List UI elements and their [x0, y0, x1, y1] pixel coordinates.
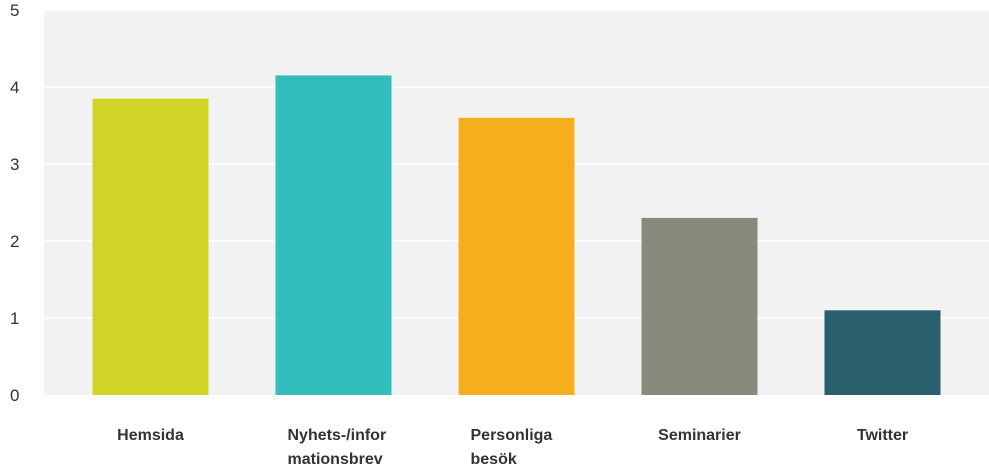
x-tick-label: Personliga besök — [471, 427, 553, 468]
y-tick-label: 1 — [10, 309, 19, 328]
y-tick-label: 5 — [10, 1, 19, 20]
x-tick-label-line: Seminarier — [658, 427, 741, 444]
x-tick-label: Hemsida — [117, 427, 184, 444]
bar — [458, 117, 575, 396]
x-tick-label: Twitter — [857, 427, 908, 444]
y-tick-label: 3 — [10, 155, 19, 174]
x-tick-label-line: Personliga — [471, 427, 553, 444]
y-tick-label: 0 — [10, 386, 19, 405]
x-tick-label-line: Twitter — [857, 427, 908, 444]
y-axis-ticks: 0 1 2 3 4 5 — [10, 1, 19, 405]
x-tick-label-line: Hemsida — [117, 427, 184, 444]
x-tick-label-line: Nyhets-/infor — [288, 427, 387, 444]
bars — [92, 75, 941, 396]
x-tick-label: Nyhets-/infor mationsbrev — [288, 427, 387, 468]
x-axis-labels: Hemsida Nyhets-/infor mationsbrev Personlig… — [117, 427, 908, 468]
bar — [275, 75, 392, 395]
x-tick-label-line: besök — [471, 451, 517, 468]
bar — [641, 217, 758, 395]
y-tick-label: 2 — [10, 232, 19, 251]
bar — [824, 310, 941, 395]
bar — [92, 98, 209, 396]
y-tick-label: 4 — [10, 78, 19, 97]
x-tick-label-line: mationsbrev — [288, 451, 383, 468]
x-tick-label: Seminarier — [658, 427, 741, 444]
